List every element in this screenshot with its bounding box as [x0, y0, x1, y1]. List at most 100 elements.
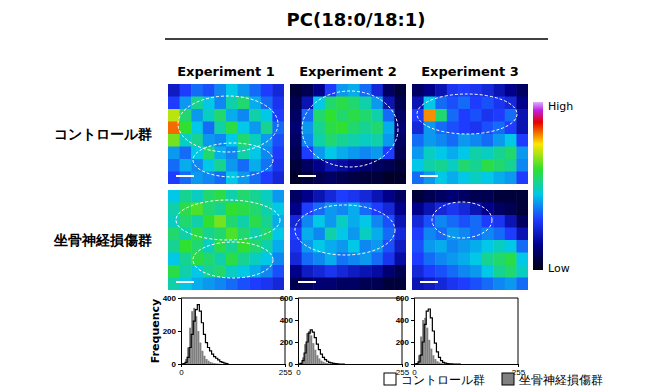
heat-cell: [516, 228, 528, 241]
heat-cell: [214, 215, 226, 228]
heat-cell: [493, 134, 505, 147]
heat-cell: [249, 228, 261, 241]
heat-cell: [348, 203, 360, 216]
heat-cell: [482, 240, 494, 253]
heat-cell: [238, 134, 250, 147]
region-outline: [295, 205, 395, 255]
heat-cell: [412, 109, 424, 122]
heat-cell: [180, 190, 192, 203]
heat-cell: [261, 228, 273, 241]
heat-cell: [180, 265, 192, 278]
x-axis: 0255: [179, 364, 292, 377]
heat-cell: [383, 172, 395, 185]
heat-cell: [191, 84, 203, 97]
heat-cell: [447, 134, 459, 147]
heat-cell: [226, 122, 238, 135]
heat-cell: [313, 265, 325, 278]
heat-cell: [261, 265, 273, 278]
heat-cell: [325, 84, 337, 97]
tick-label: 400: [163, 294, 177, 303]
heat-cell: [412, 278, 424, 291]
heat-cell: [383, 265, 395, 278]
heat-cell: [360, 122, 372, 135]
heat-cell: [424, 190, 436, 203]
frame: [402, 298, 403, 364]
heat-cell: [290, 253, 302, 266]
heat-cell: [516, 134, 528, 147]
tick-label: 0: [289, 360, 294, 369]
heat-cell: [458, 278, 470, 291]
heat-cell: [302, 190, 314, 203]
heat-cell: [383, 147, 395, 160]
heat-cell: [168, 240, 180, 253]
heat-cell: [325, 122, 337, 135]
heat-cell: [249, 240, 261, 253]
heat-cell: [371, 84, 383, 97]
column-header: Experiment 3: [421, 64, 519, 79]
heat-cell: [226, 109, 238, 122]
heat-cell: [238, 147, 250, 160]
heat-cell: [313, 109, 325, 122]
axis-line: [295, 299, 299, 365]
heat-cell: [360, 265, 372, 278]
hist-bar: [430, 349, 432, 364]
heat-cell: [336, 240, 348, 253]
heat-cell: [226, 97, 238, 110]
image-panel: [290, 190, 407, 291]
frame: [518, 298, 519, 364]
heat-cell: [505, 278, 517, 291]
heat-cell: [238, 203, 250, 216]
heat-cell: [482, 253, 494, 266]
heat-cell: [470, 109, 482, 122]
heat-cell: [249, 253, 261, 266]
heat-cell: [214, 109, 226, 122]
cells: [168, 84, 284, 184]
heat-cell: [336, 190, 348, 203]
heat-cell: [325, 240, 337, 253]
heat-cell: [238, 253, 250, 266]
heat-cell: [493, 228, 505, 241]
hist-bar: [320, 361, 322, 364]
tick-label: 0: [405, 360, 410, 369]
axis-line: [299, 365, 403, 368]
heat-cell: [505, 240, 517, 253]
heat-cell: [336, 122, 348, 135]
heat-cell: [261, 97, 273, 110]
heat-cell: [325, 147, 337, 160]
tick: 200: [280, 338, 298, 347]
hist-bar: [195, 316, 197, 364]
heat-cell: [516, 265, 528, 278]
heat-cell: [261, 84, 273, 97]
heat-cell: [180, 203, 192, 216]
heat-cell: [394, 84, 406, 97]
heat-cell: [412, 265, 424, 278]
heat-cell: [203, 240, 215, 253]
tick-mark: [295, 298, 298, 299]
heat-cell: [336, 203, 348, 216]
heat-cell: [302, 215, 314, 228]
tick: 400: [163, 294, 181, 303]
tick-mark: [411, 320, 414, 321]
heat-cell: [226, 215, 238, 228]
heat-cell: [383, 159, 395, 172]
tick: 0: [296, 364, 301, 377]
heat-cell: [447, 240, 459, 253]
heat-cell: [290, 109, 302, 122]
heat-cell: [371, 278, 383, 291]
heat-cell: [302, 147, 314, 160]
heat-cell: [360, 147, 372, 160]
heat-cell: [249, 97, 261, 110]
heat-cell: [493, 190, 505, 203]
heat-cell: [493, 159, 505, 172]
hist-bar: [197, 331, 199, 364]
heat-cell: [371, 147, 383, 160]
image-panel: [412, 190, 529, 291]
heat-cell: [226, 278, 238, 291]
hist-bar: [310, 335, 312, 364]
heat-cell: [290, 172, 302, 185]
heat-cell: [412, 134, 424, 147]
heat-cell: [394, 122, 406, 135]
heat-cell: [371, 253, 383, 266]
tick: 200: [396, 338, 414, 347]
scale-bar: [176, 281, 194, 283]
